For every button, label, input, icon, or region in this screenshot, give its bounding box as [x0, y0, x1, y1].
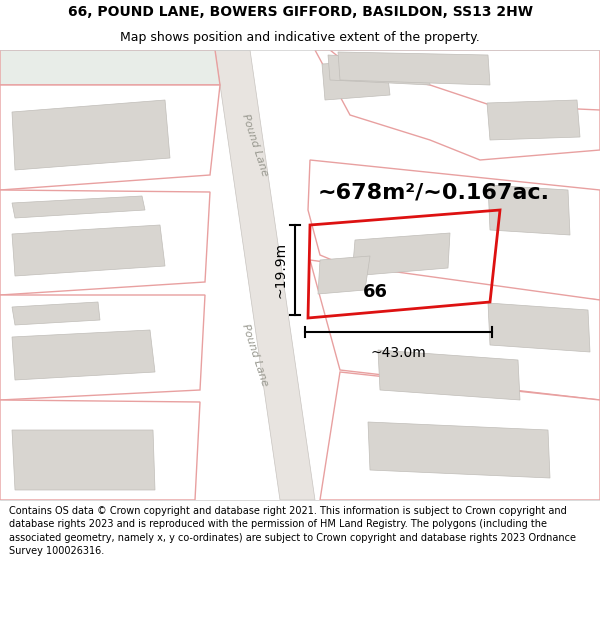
- Polygon shape: [12, 330, 155, 380]
- Text: ~43.0m: ~43.0m: [371, 346, 427, 360]
- Polygon shape: [318, 256, 370, 294]
- Polygon shape: [0, 50, 220, 85]
- Polygon shape: [12, 225, 165, 276]
- Polygon shape: [320, 372, 600, 500]
- Polygon shape: [0, 400, 200, 500]
- Polygon shape: [0, 190, 210, 295]
- Polygon shape: [315, 50, 600, 160]
- Polygon shape: [352, 233, 450, 276]
- Text: 66, POUND LANE, BOWERS GIFFORD, BASILDON, SS13 2HW: 66, POUND LANE, BOWERS GIFFORD, BASILDON…: [67, 6, 533, 19]
- Polygon shape: [308, 160, 600, 300]
- Polygon shape: [487, 100, 580, 140]
- Polygon shape: [368, 422, 550, 478]
- Polygon shape: [488, 185, 570, 235]
- Polygon shape: [322, 60, 390, 100]
- Polygon shape: [338, 52, 490, 85]
- Text: Pound Lane: Pound Lane: [240, 112, 270, 178]
- Polygon shape: [330, 50, 600, 110]
- Text: ~19.9m: ~19.9m: [273, 242, 287, 298]
- Polygon shape: [12, 430, 155, 490]
- Text: Pound Lane: Pound Lane: [240, 322, 270, 388]
- Polygon shape: [328, 55, 430, 85]
- Polygon shape: [12, 100, 170, 170]
- Polygon shape: [488, 303, 590, 352]
- Polygon shape: [0, 85, 220, 190]
- Polygon shape: [378, 350, 520, 400]
- Polygon shape: [12, 302, 100, 325]
- Polygon shape: [215, 50, 315, 500]
- Text: ~678m²/~0.167ac.: ~678m²/~0.167ac.: [318, 182, 550, 202]
- Polygon shape: [310, 260, 600, 400]
- Text: Map shows position and indicative extent of the property.: Map shows position and indicative extent…: [120, 31, 480, 44]
- Text: Contains OS data © Crown copyright and database right 2021. This information is : Contains OS data © Crown copyright and d…: [9, 506, 576, 556]
- Polygon shape: [0, 295, 205, 400]
- Text: 66: 66: [363, 283, 388, 301]
- Polygon shape: [12, 196, 145, 218]
